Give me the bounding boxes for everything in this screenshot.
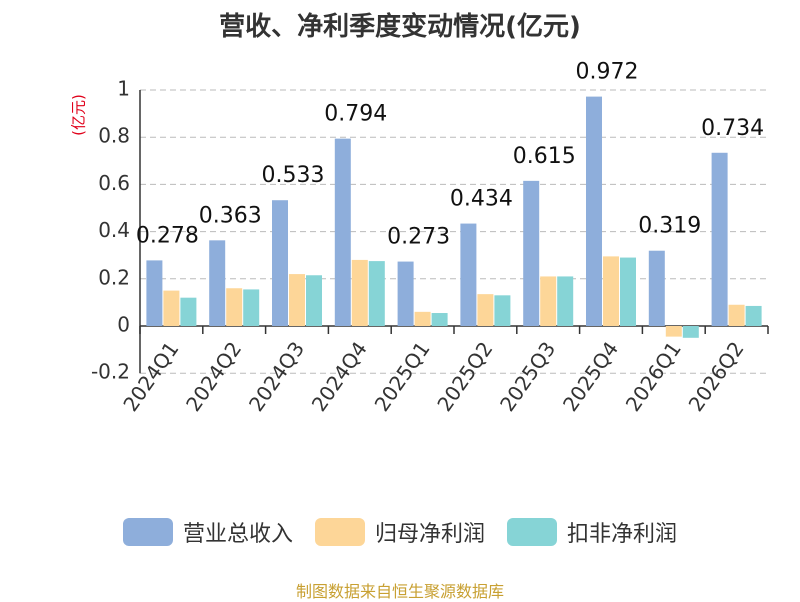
bar-deducted-profit [620,257,636,326]
data-label: 0.533 [262,163,325,188]
x-tick-label: 2025Q2 [432,337,497,416]
x-tick-label: 2025Q4 [558,337,623,416]
y-tick-label: 0 [117,313,130,337]
legend-label-net-profit: 归母净利润 [374,522,485,547]
bar-revenue [272,200,288,326]
y-tick-label: 0.4 [98,218,130,242]
data-label: 0.615 [513,144,576,169]
data-label: 0.734 [701,116,764,141]
x-tick-label: 2024Q2 [181,337,246,416]
bar-deducted-profit [243,289,260,326]
legend-label-deducted-profit: 扣非净利润 [567,522,678,547]
bar-revenue [460,223,477,326]
bar-revenue [711,152,728,326]
data-label: 0.434 [450,187,513,212]
bar-net-profit [289,274,305,326]
bar-deducted-profit [180,297,197,326]
y-tick-label: 1 [117,77,130,101]
bar-chart: -0.200.20.40.60.810.2782024Q10.3632024Q2… [91,60,769,416]
legend: 营业总收入 归母净利润 扣非净利润 [0,516,800,548]
y-axis-unit-label: (亿元) [70,94,88,136]
legend-swatch-revenue [122,518,173,546]
bar-deducted-profit [368,261,385,326]
data-label: 0.972 [576,60,639,85]
legend-swatch-net-profit [314,518,365,546]
chart-title: 营收、净利季度变动情况(亿元) [219,12,581,42]
bar-revenue [397,261,414,326]
legend-item-net-profit[interactable]: 归母净利润 [314,516,485,548]
bar-revenue [334,138,351,326]
bar-deducted-profit [431,313,448,326]
x-tick-label: 2025Q3 [495,337,560,416]
data-label: 0.278 [136,223,199,248]
x-tick-label: 2026Q1 [621,337,686,416]
bar-net-profit [351,259,368,326]
data-source-note: 制图数据来自恒生聚源数据库 [295,582,504,601]
legend-item-revenue[interactable]: 营业总收入 [122,516,293,548]
svg-text:(亿元): (亿元) [70,94,88,136]
bar-revenue [648,250,665,326]
bar-deducted-profit [745,305,762,326]
bar-net-profit [603,256,619,326]
x-tick-label: 2024Q3 [244,337,309,416]
data-label: 0.273 [387,225,450,250]
y-tick-label: 0.6 [98,171,130,195]
bar-deducted-profit [557,276,574,326]
bar-net-profit [477,294,494,326]
bar-net-profit [163,290,180,326]
bar-net-profit [414,311,431,326]
bar-revenue [209,240,226,326]
y-tick-label: 0.2 [98,265,130,289]
y-tick-label: 0.8 [98,124,130,148]
bar-net-profit [226,288,243,326]
bar-revenue [586,96,602,326]
data-label: 0.363 [199,203,262,228]
y-tick-label: -0.2 [91,360,130,384]
bar-net-profit [540,276,557,326]
bar-deducted-profit [306,275,322,326]
legend-swatch-deducted-profit [507,518,557,546]
x-tick-label: 2025Q1 [370,337,435,416]
x-tick-label: 2024Q4 [307,337,372,416]
bar-net-profit [665,326,682,337]
bar-revenue [523,180,540,326]
bar-deducted-profit [682,326,699,338]
bar-deducted-profit [494,295,511,326]
bar-net-profit [728,304,745,326]
bar-revenue [146,260,163,326]
data-label: 0.794 [324,102,387,127]
data-label: 0.319 [638,214,701,239]
legend-label-revenue: 营业总收入 [182,522,293,547]
legend-item-deducted-profit[interactable]: 扣非净利润 [507,516,677,548]
x-tick-label: 2026Q2 [684,337,749,416]
